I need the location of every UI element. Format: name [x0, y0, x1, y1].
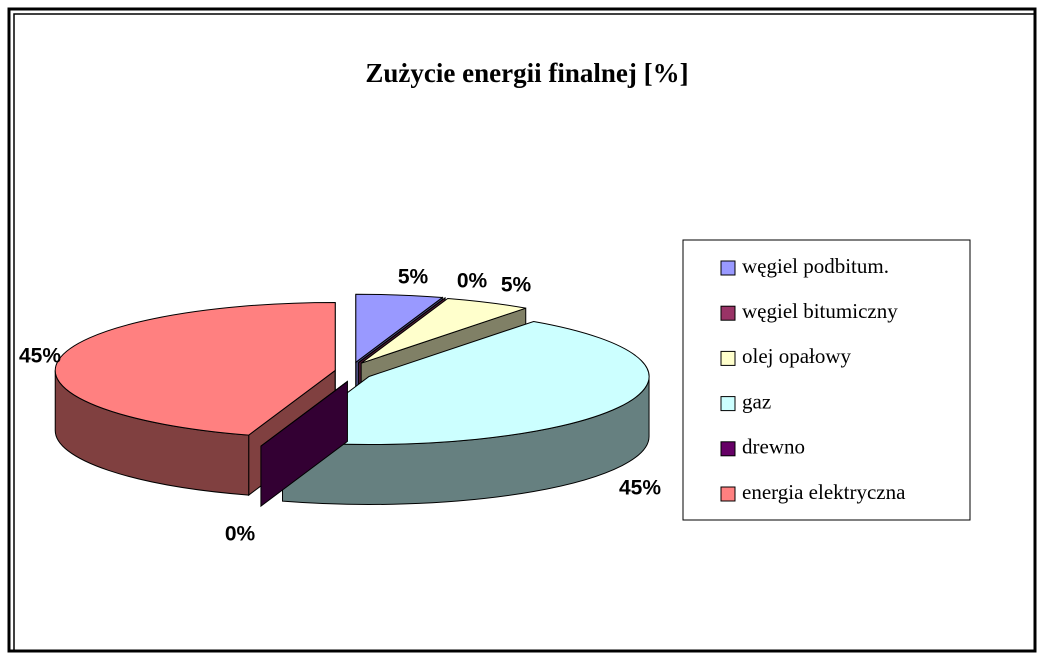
slice-top [355, 293, 444, 364]
data-label: 0% [457, 270, 488, 293]
chart-area [13, 13, 1036, 652]
data-label: 0% [225, 523, 256, 546]
legend-label: węgiel podbitum. [742, 254, 889, 278]
pie [54, 293, 650, 508]
slice-top [281, 320, 650, 445]
legend-swatch [720, 396, 736, 412]
legend-swatch [720, 486, 736, 502]
legend-swatch [720, 260, 736, 276]
chart-title: Zużycie energii finalnej [%] [365, 58, 688, 88]
data-label: 5% [398, 266, 429, 289]
slice-top [260, 381, 348, 447]
legend-label: węgiel bitumiczny [742, 299, 898, 323]
legend-swatch [720, 441, 736, 457]
data-label: 45% [619, 477, 661, 500]
data-label: 45% [19, 345, 61, 368]
slice [260, 380, 348, 508]
slice-top [54, 301, 336, 436]
legend-label: drewno [742, 435, 805, 459]
legend-label: olej opałowy [742, 344, 852, 368]
data-label: 5% [501, 274, 532, 297]
legend [682, 239, 971, 521]
slice-top [358, 297, 446, 363]
legend-label: gaz [742, 389, 771, 413]
slice [281, 320, 650, 505]
legend-swatch [720, 305, 736, 321]
slice-top [360, 297, 526, 364]
legend-label: energia elektryczna [742, 480, 906, 504]
legend-swatch [720, 350, 736, 366]
